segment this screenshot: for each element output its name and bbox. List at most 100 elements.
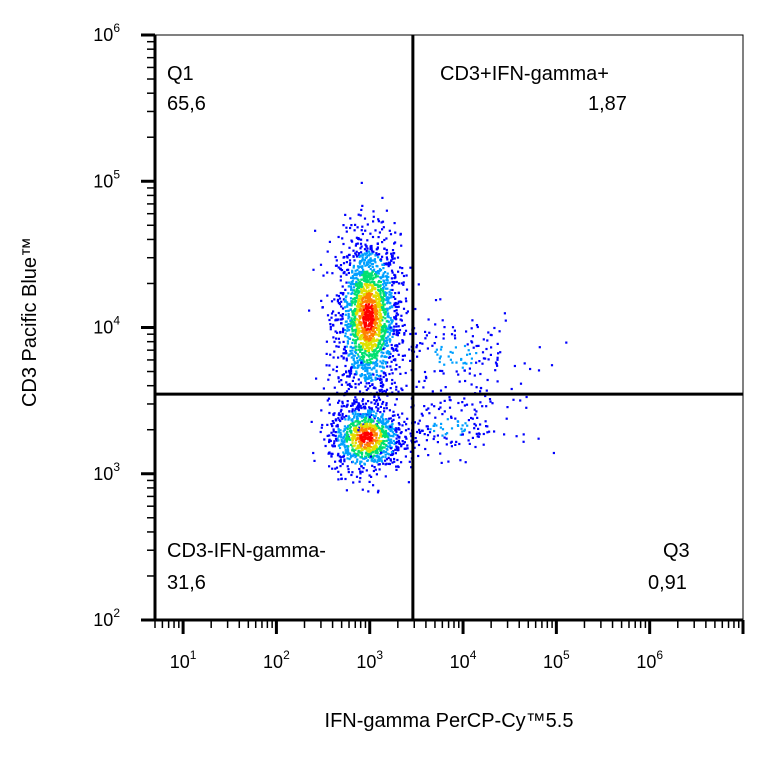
event-dot bbox=[487, 358, 490, 361]
event-dot bbox=[337, 428, 340, 431]
event-dot bbox=[330, 312, 334, 315]
x-axis-title: IFN-gamma PerCP-Cy™5.5 bbox=[325, 710, 574, 732]
event-dot bbox=[489, 353, 492, 356]
event-dot bbox=[361, 420, 364, 423]
event-dot bbox=[355, 282, 358, 285]
event-dot bbox=[334, 319, 337, 322]
event-dot bbox=[391, 284, 394, 287]
event-dot bbox=[375, 369, 378, 372]
event-dot bbox=[392, 252, 395, 255]
event-dot bbox=[365, 340, 368, 343]
event-dot bbox=[381, 385, 384, 388]
event-dot bbox=[403, 323, 406, 327]
event-dot bbox=[379, 452, 382, 456]
event-dot bbox=[383, 326, 386, 329]
event-dot bbox=[414, 437, 417, 440]
event-dot bbox=[496, 358, 499, 361]
event-dot bbox=[350, 320, 353, 324]
event-dot bbox=[353, 373, 356, 376]
event-dot bbox=[495, 363, 498, 366]
event-dot bbox=[384, 343, 387, 346]
event-dot bbox=[375, 271, 378, 274]
event-dot bbox=[379, 328, 382, 331]
event-dot bbox=[388, 281, 391, 284]
event-dot bbox=[376, 246, 379, 249]
event-dot bbox=[390, 434, 393, 438]
event-dot bbox=[328, 364, 331, 367]
event-dot bbox=[350, 372, 353, 375]
event-dot bbox=[336, 331, 339, 334]
event-dot bbox=[352, 266, 355, 269]
event-dot bbox=[368, 252, 371, 255]
event-dot bbox=[347, 424, 350, 428]
event-dot bbox=[372, 340, 375, 343]
event-dot bbox=[377, 463, 380, 466]
event-dot bbox=[364, 275, 367, 278]
event-dot bbox=[392, 418, 395, 421]
event-dot bbox=[384, 432, 387, 435]
event-dot bbox=[342, 352, 345, 355]
event-dot bbox=[361, 415, 364, 418]
event-dot bbox=[358, 238, 361, 241]
event-dot bbox=[332, 421, 335, 424]
event-dot bbox=[425, 334, 428, 337]
event-dot bbox=[358, 298, 362, 301]
event-dot bbox=[399, 318, 402, 321]
event-dot bbox=[343, 433, 347, 436]
event-dot bbox=[366, 434, 369, 437]
event-dot bbox=[406, 310, 409, 313]
event-dot bbox=[385, 284, 388, 287]
event-dot bbox=[417, 454, 420, 458]
event-dot bbox=[467, 439, 470, 442]
event-dot bbox=[337, 401, 340, 404]
event-dot bbox=[373, 398, 376, 402]
event-dot bbox=[338, 297, 342, 300]
event-dot bbox=[374, 343, 377, 346]
event-dot bbox=[372, 294, 375, 297]
event-dot bbox=[386, 272, 389, 275]
event-dot bbox=[371, 312, 374, 316]
event-dot bbox=[394, 231, 397, 234]
event-dot bbox=[474, 445, 477, 449]
event-dot bbox=[372, 327, 375, 330]
event-dot bbox=[358, 443, 362, 446]
event-dot bbox=[383, 238, 386, 242]
event-dot bbox=[503, 433, 506, 436]
event-dot bbox=[382, 307, 385, 310]
event-dot bbox=[387, 320, 390, 323]
event-dot bbox=[372, 450, 375, 453]
event-dot bbox=[334, 255, 337, 259]
event-dot bbox=[496, 356, 499, 359]
event-dot bbox=[370, 426, 374, 429]
event-dot bbox=[398, 428, 401, 431]
event-dot bbox=[408, 460, 411, 463]
event-dot bbox=[464, 461, 467, 464]
event-dot bbox=[344, 446, 347, 449]
event-dot bbox=[358, 294, 361, 297]
event-dot bbox=[362, 328, 366, 331]
event-dot bbox=[454, 443, 457, 446]
event-dot bbox=[351, 412, 354, 415]
event-dot bbox=[361, 313, 364, 316]
event-dot bbox=[369, 261, 372, 264]
event-dot bbox=[344, 313, 347, 316]
event-dot bbox=[339, 429, 342, 432]
event-dot bbox=[356, 309, 359, 312]
event-dot bbox=[486, 339, 489, 342]
event-dot bbox=[373, 434, 376, 437]
event-dot bbox=[349, 297, 353, 300]
event-dot bbox=[382, 311, 385, 314]
event-dot bbox=[374, 387, 377, 390]
event-dot bbox=[448, 406, 452, 409]
event-dot bbox=[385, 256, 388, 259]
event-dot bbox=[498, 330, 501, 333]
event-dot bbox=[357, 279, 360, 282]
event-dot bbox=[374, 301, 377, 304]
event-dot bbox=[414, 307, 417, 311]
event-dot bbox=[350, 276, 353, 279]
event-dot bbox=[422, 386, 425, 389]
event-dot bbox=[359, 324, 362, 327]
event-dot bbox=[380, 456, 383, 459]
event-dot bbox=[347, 322, 350, 326]
event-dot bbox=[357, 266, 360, 269]
